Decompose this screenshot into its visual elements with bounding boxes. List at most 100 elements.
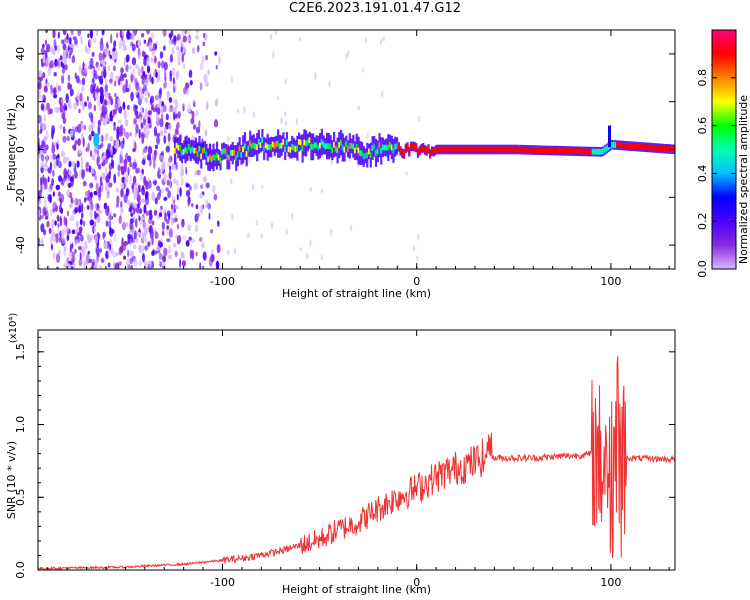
noise-blob [121, 74, 125, 82]
ridge-core [534, 147, 537, 153]
ridge-core [378, 142, 381, 148]
ridge-core [481, 146, 484, 153]
noise-blob [115, 203, 119, 208]
noise-blob [99, 181, 103, 186]
ridge-core [369, 152, 372, 158]
noise-blob [136, 231, 141, 237]
noise-blob [128, 229, 133, 235]
noise-blob [127, 249, 130, 257]
noise-blob [155, 71, 158, 78]
ridge-core [338, 142, 341, 148]
noise-blob [129, 161, 133, 168]
noise-blob [45, 43, 51, 53]
ridge-core [374, 150, 378, 156]
noise-blob [154, 95, 159, 101]
noise-blob [42, 54, 46, 64]
noise-blob [89, 182, 94, 189]
ridge-core [371, 145, 374, 151]
ridge-core [221, 149, 224, 155]
noise-blob [57, 85, 62, 92]
noise-blob [129, 250, 134, 257]
noise-blob [96, 216, 101, 224]
noise-blob [121, 237, 124, 248]
noise-blob [71, 255, 76, 263]
noise-blob [349, 224, 353, 232]
noise-blob [38, 81, 42, 90]
noise-blob [68, 103, 72, 109]
noise-blob [179, 258, 182, 268]
noise-blob [198, 120, 201, 129]
noise-blob [75, 228, 80, 233]
noise-blob [199, 63, 204, 71]
noise-blob [167, 124, 172, 129]
noise-blob [98, 185, 102, 193]
noise-blob [152, 180, 158, 185]
noise-blob [136, 194, 141, 203]
noise-blob [101, 156, 106, 161]
noise-blob [160, 60, 165, 69]
noise-blob [105, 77, 108, 86]
ridge-core [380, 148, 383, 154]
ridge-core [354, 147, 357, 154]
noise-blob [156, 245, 161, 251]
noise-blob [205, 101, 209, 111]
ridge-core [308, 137, 311, 144]
ridge-core [284, 146, 287, 152]
ridge-core [193, 147, 196, 154]
noise-blob [195, 204, 199, 210]
noise-blob [80, 35, 83, 46]
noise-blob [113, 122, 116, 127]
noise-blob [73, 261, 76, 269]
noise-blob [136, 212, 139, 219]
noise-blob [328, 80, 331, 88]
ridge-core [236, 151, 240, 158]
ridge-core [589, 148, 593, 155]
noise-blob [193, 183, 198, 190]
noise-blob [114, 263, 118, 269]
noise-blob [119, 245, 124, 254]
noise-blob [55, 253, 61, 264]
ridge-core [572, 148, 575, 154]
noise-blob [134, 91, 139, 96]
noise-blob [170, 207, 174, 216]
noise-blob [137, 55, 141, 60]
noise-blob [108, 219, 112, 230]
noise-blob [196, 169, 201, 176]
noise-blob [68, 37, 72, 45]
noise-blob [108, 182, 113, 188]
noise-blob [147, 145, 153, 155]
ridge-core [203, 147, 206, 154]
ridge-core [228, 154, 231, 161]
ridge-core [446, 146, 449, 153]
noise-blob [103, 68, 107, 79]
noise-blob [88, 236, 92, 244]
noise-blob [186, 108, 192, 113]
ridge-core [541, 147, 544, 154]
noise-blob [76, 160, 80, 168]
noise-blob [204, 129, 208, 137]
noise-blob [159, 261, 162, 268]
ridge-core [357, 147, 360, 154]
noise-blob [62, 43, 67, 51]
noise-blob [405, 171, 408, 176]
ridge-core [596, 148, 600, 155]
noise-blob [153, 250, 158, 255]
noise-blob [42, 206, 46, 217]
noise-blob [211, 248, 214, 254]
noise-blob [69, 88, 75, 96]
ridge-core [506, 146, 509, 153]
noise-blob [59, 55, 63, 61]
noise-blob [215, 260, 220, 269]
ridge-core [187, 143, 191, 150]
noise-blob [93, 190, 98, 196]
ridge-core [319, 142, 322, 149]
y-axis-label: SNR (10 * v/v) [5, 441, 18, 519]
noise-blob [158, 212, 162, 217]
noise-blob [91, 51, 95, 58]
noise-blob [64, 64, 68, 71]
noise-blob [166, 225, 170, 230]
noise-blob [251, 183, 255, 192]
noise-blob [90, 168, 95, 175]
ridge-core [352, 143, 355, 150]
noise-blob [78, 246, 82, 251]
